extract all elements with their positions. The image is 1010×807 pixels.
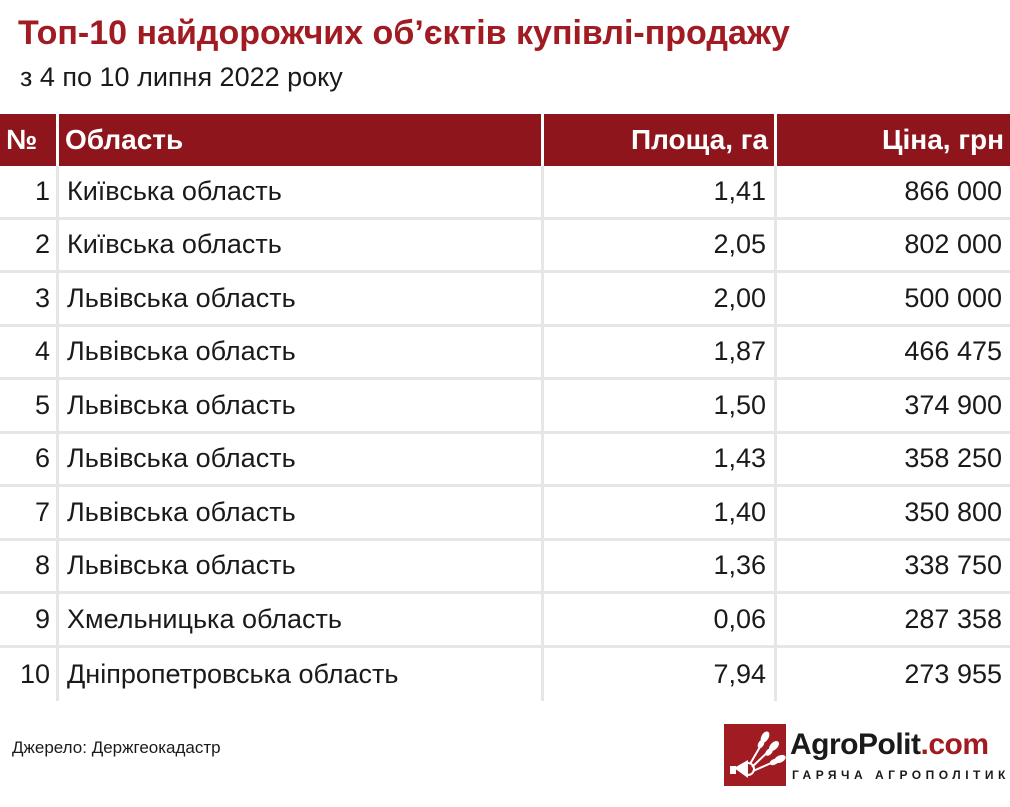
row-region: Львівська область	[59, 540, 544, 594]
row-region: Львівська область	[59, 380, 544, 434]
table-row: 7 Львівська область 1,40 350 800	[0, 487, 1010, 541]
table-row: 8 Львівська область 1,36 338 750	[0, 540, 1010, 594]
row-price: 273 955	[904, 658, 1002, 689]
row-area: 1,40	[544, 487, 777, 541]
table-row: 2 Київська область 2,05 802 000	[0, 219, 1010, 273]
row-price: 866 000	[777, 166, 1010, 220]
row-number: 10	[0, 647, 59, 701]
row-price: 500 000	[777, 273, 1010, 327]
column-header-region: Область	[59, 114, 544, 166]
logo-wordmark-domain: .com	[920, 728, 990, 761]
row-number: 5	[0, 380, 59, 434]
row-area: 2,00	[544, 273, 777, 327]
megaphone-wheat-icon	[724, 724, 786, 786]
table-header-row: № Область Площа, га Ціна, грн	[0, 114, 1010, 166]
row-region: Хмельницька область	[59, 594, 544, 648]
row-price: 338 750	[777, 541, 1010, 594]
row-area: 1,41	[544, 166, 777, 220]
page-title: Топ-10 найдорожчих об’єктів купівлі-прод…	[18, 14, 790, 52]
row-number: 3	[0, 273, 59, 327]
row-number: 6	[0, 433, 59, 487]
row-number: 1	[0, 166, 59, 220]
row-price: 350 800	[777, 487, 1010, 541]
row-area: 7,94	[544, 647, 777, 701]
column-header-price: Ціна, грн	[777, 114, 1010, 166]
row-area: 1,87	[544, 326, 777, 380]
source-note: Джерело: Держгеокадастр	[12, 738, 221, 757]
table-row: 9 Хмельницька область 0,06 287 358	[0, 594, 1010, 648]
row-region: Львівська область	[59, 433, 544, 487]
row-number: 2	[0, 219, 59, 273]
row-region: Київська область	[59, 219, 544, 273]
column-header-number: №	[0, 114, 59, 166]
table-row: 5 Львівська область 1,50 374 900	[0, 380, 1010, 434]
row-number: 7	[0, 487, 59, 541]
row-price: 358 250	[777, 434, 1010, 487]
logo-wordmark: AgroPolit.com	[790, 728, 989, 762]
page-subtitle: з 4 по 10 липня 2022 року	[20, 62, 343, 92]
row-region: Львівська область	[59, 326, 544, 380]
table-row: 6 Львівська область 1,43 358 250	[0, 433, 1010, 487]
row-price: 374 900	[777, 380, 1010, 434]
row-area: 1,36	[544, 540, 777, 594]
row-area: 2,05	[544, 219, 777, 273]
row-area: 1,43	[544, 433, 777, 487]
table-row: 3 Львівська область 2,00 500 000	[0, 273, 1010, 327]
row-region: Львівська область	[59, 273, 544, 327]
row-number: 4	[0, 326, 59, 380]
row-price: 287 358	[777, 594, 1010, 648]
row-price: 802 000	[777, 220, 1010, 273]
table-row: 4 Львівська область 1,87 466 475	[0, 326, 1010, 380]
row-area: 1,50	[544, 380, 777, 434]
row-price: 466 475	[777, 327, 1010, 380]
table-row: 10 Дніпропетровська область 7,94 273 955	[0, 647, 1010, 701]
data-table: № Область Площа, га Ціна, грн 1 Київська…	[0, 114, 1010, 701]
row-number: 9	[0, 594, 59, 648]
row-area: 0,06	[544, 594, 777, 648]
row-region: Київська область	[59, 166, 544, 220]
agropolit-logo: AgroPolit.com ГАРЯЧА АГРОПОЛІТИКА	[722, 724, 1010, 788]
row-region: Львівська область	[59, 487, 544, 541]
table-row: 1 Київська область 1,41 866 000	[0, 166, 1010, 220]
logo-wordmark-main: AgroPolit	[790, 728, 921, 761]
row-region: Дніпропетровська область	[59, 647, 544, 701]
row-number: 8	[0, 540, 59, 594]
logo-tagline: ГАРЯЧА АГРОПОЛІТИКА	[792, 768, 1010, 782]
column-header-area: Площа, га	[544, 114, 777, 166]
